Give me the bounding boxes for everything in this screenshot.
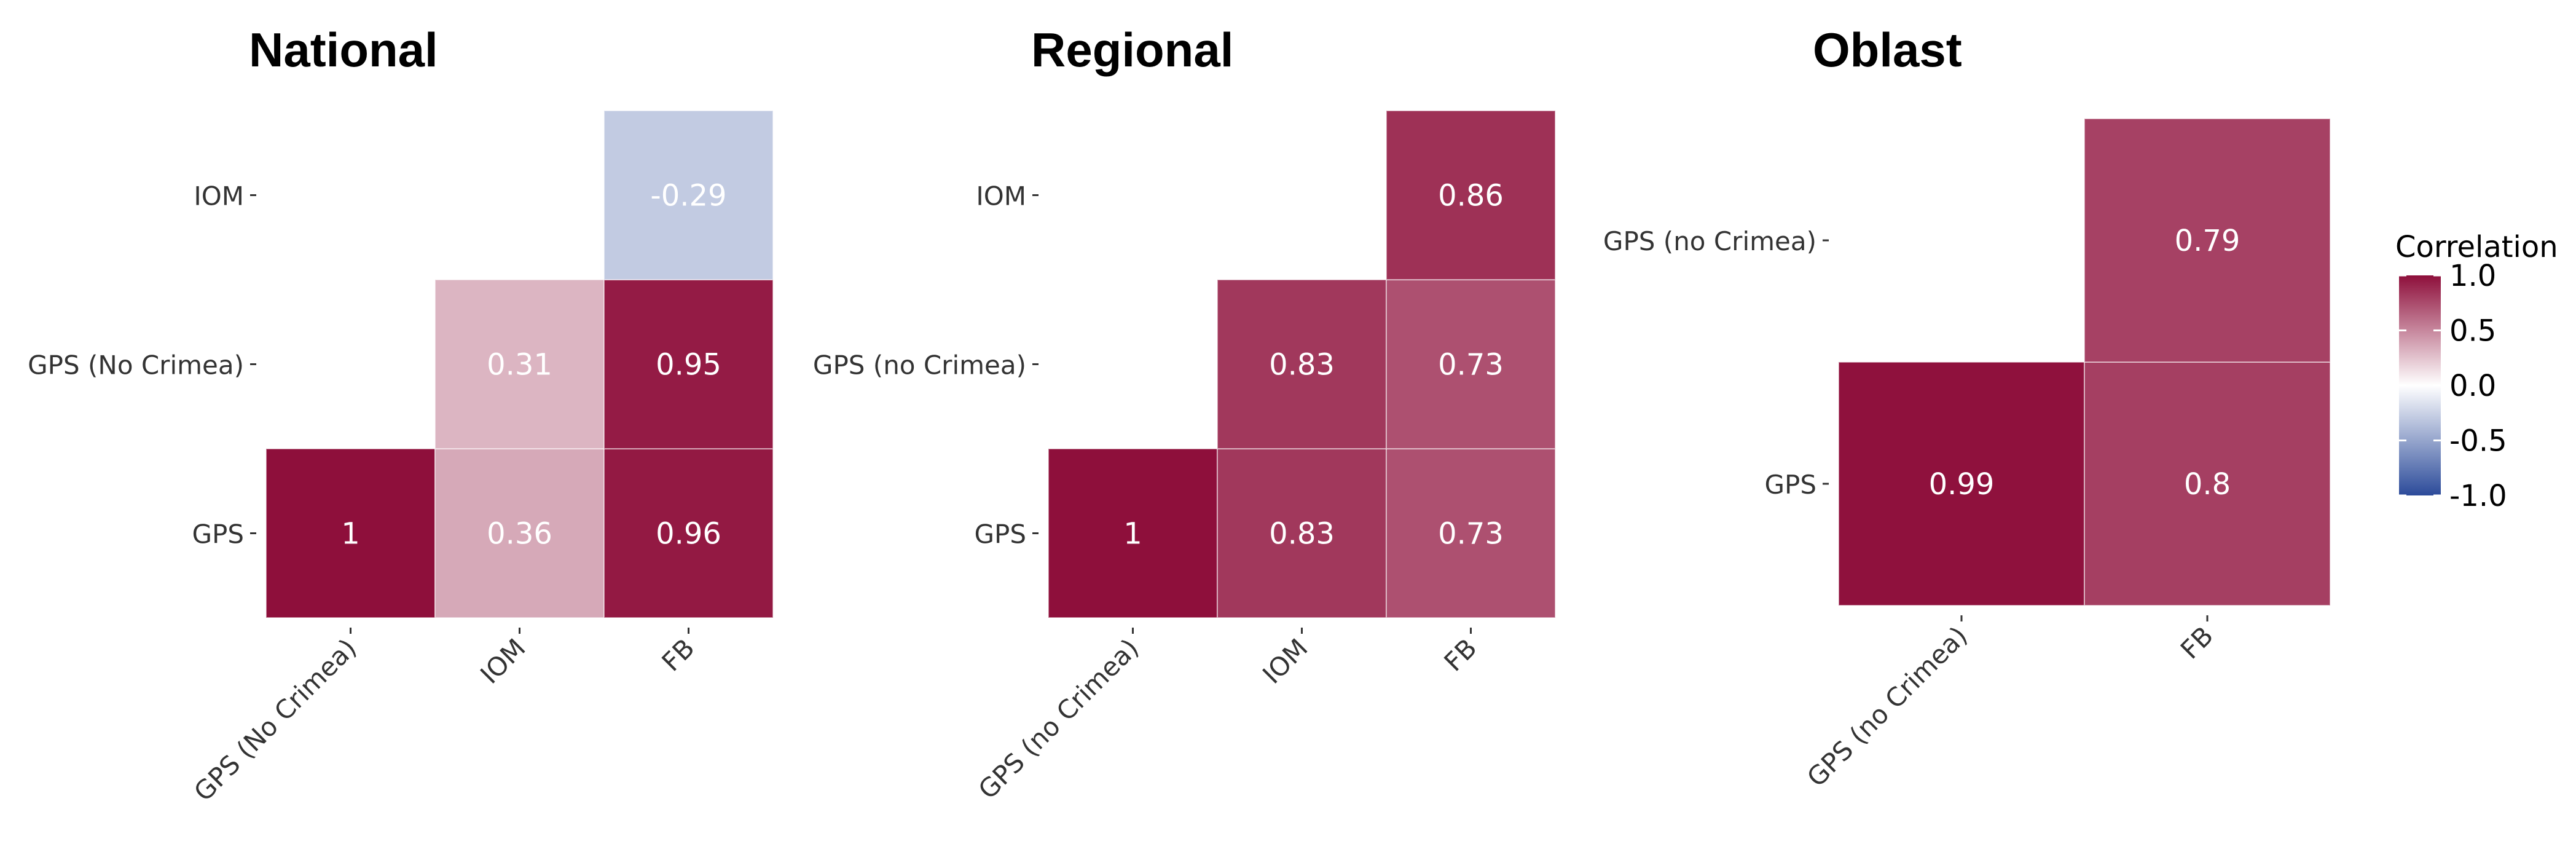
y-axis-label: GPS (no Crimea) (1603, 226, 1816, 256)
y-axis-label: IOM (194, 181, 244, 211)
y-axis-label: IOM (976, 181, 1026, 211)
x-axis-label: FB (1438, 633, 1482, 677)
y-axis-label: GPS (974, 519, 1026, 550)
heatmap-cell (2084, 361, 2331, 606)
cell-value-label: 0.73 (1438, 517, 1504, 551)
cell-value-label: 0.83 (1269, 348, 1335, 382)
heatmap-cell (265, 448, 436, 618)
x-axis-label: FB (2175, 620, 2219, 665)
cell-value-label: 0.95 (656, 348, 721, 382)
cell-value-label: 0.86 (1438, 179, 1504, 213)
heatmap-cell (1386, 110, 1556, 280)
cell-value-label: 0.73 (1438, 348, 1504, 382)
legend-tick-label: 0.5 (2449, 314, 2496, 349)
heatmap-cell (2084, 118, 2331, 363)
x-axis-label: IOM (1257, 633, 1313, 689)
cell-value-label: 0.83 (1269, 517, 1335, 551)
x-axis-label: GPS (no Crimea) (1801, 620, 1973, 792)
heatmap-cell (603, 110, 774, 280)
y-axis-label: GPS (no Crimea) (813, 350, 1026, 381)
y-axis-label: GPS (No Crimea) (28, 350, 244, 381)
cell-value-label: 0.36 (487, 517, 552, 551)
cell-value-label: 0.8 (2184, 467, 2231, 502)
legend-title: Correlation (2395, 230, 2558, 264)
cell-value-label: 0.99 (1929, 467, 1995, 502)
x-axis-label: IOM (474, 633, 531, 689)
panel-title: Regional (1031, 23, 1233, 77)
panel-title: Oblast (1813, 23, 1962, 77)
heatmap-cell (434, 448, 605, 618)
heatmap-cell (1386, 279, 1556, 449)
legend-tick-label: 0.0 (2449, 369, 2496, 403)
x-axis-label: GPS (No Crimea) (188, 633, 362, 807)
cell-value-label: 0.79 (2175, 224, 2240, 258)
heatmap-panel-national: National 1 0.36 0.96 0.31 0.95 -0.29 GPS GPS (No… (28, 23, 774, 807)
y-axis-label: GPS (1764, 470, 1816, 500)
heatmap-panel-oblast: Oblast 0.99 0.8 0.79 GPS GPS (no Crimea) GPS (… (1603, 23, 2331, 792)
cell-value-label: 1 (341, 517, 360, 551)
heatmap-cell (434, 279, 605, 449)
heatmap-panel-regional: Regional 1 0.83 0.73 0.83 0.73 0.86 GPS GPS (no … (813, 23, 1556, 805)
y-axis-label: GPS (192, 519, 244, 550)
cell-value-label: -0.29 (650, 179, 726, 213)
cell-value-label: 0.31 (487, 348, 552, 382)
cell-value-label: 0.96 (656, 517, 721, 551)
x-axis-label: FB (656, 633, 700, 677)
heatmap-cell (1386, 448, 1556, 618)
legend-tick-label: -1.0 (2449, 479, 2507, 513)
heatmap-cell (1217, 279, 1387, 449)
x-axis-label: GPS (no Crimea) (973, 633, 1145, 805)
heatmap-cell (1217, 448, 1387, 618)
panel-title: National (249, 23, 438, 77)
heatmap-cell (1838, 361, 2085, 606)
legend-tick-label: -0.5 (2449, 424, 2507, 459)
legend-tick-label: 1.0 (2449, 259, 2496, 293)
heatmap-cell (603, 279, 774, 449)
cell-value-label: 1 (1123, 517, 1142, 551)
heatmap-cell (1048, 448, 1218, 618)
